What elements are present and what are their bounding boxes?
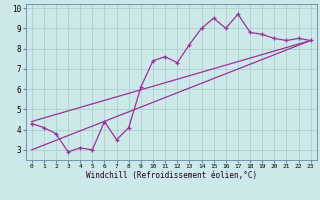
X-axis label: Windchill (Refroidissement éolien,°C): Windchill (Refroidissement éolien,°C) [86,171,257,180]
